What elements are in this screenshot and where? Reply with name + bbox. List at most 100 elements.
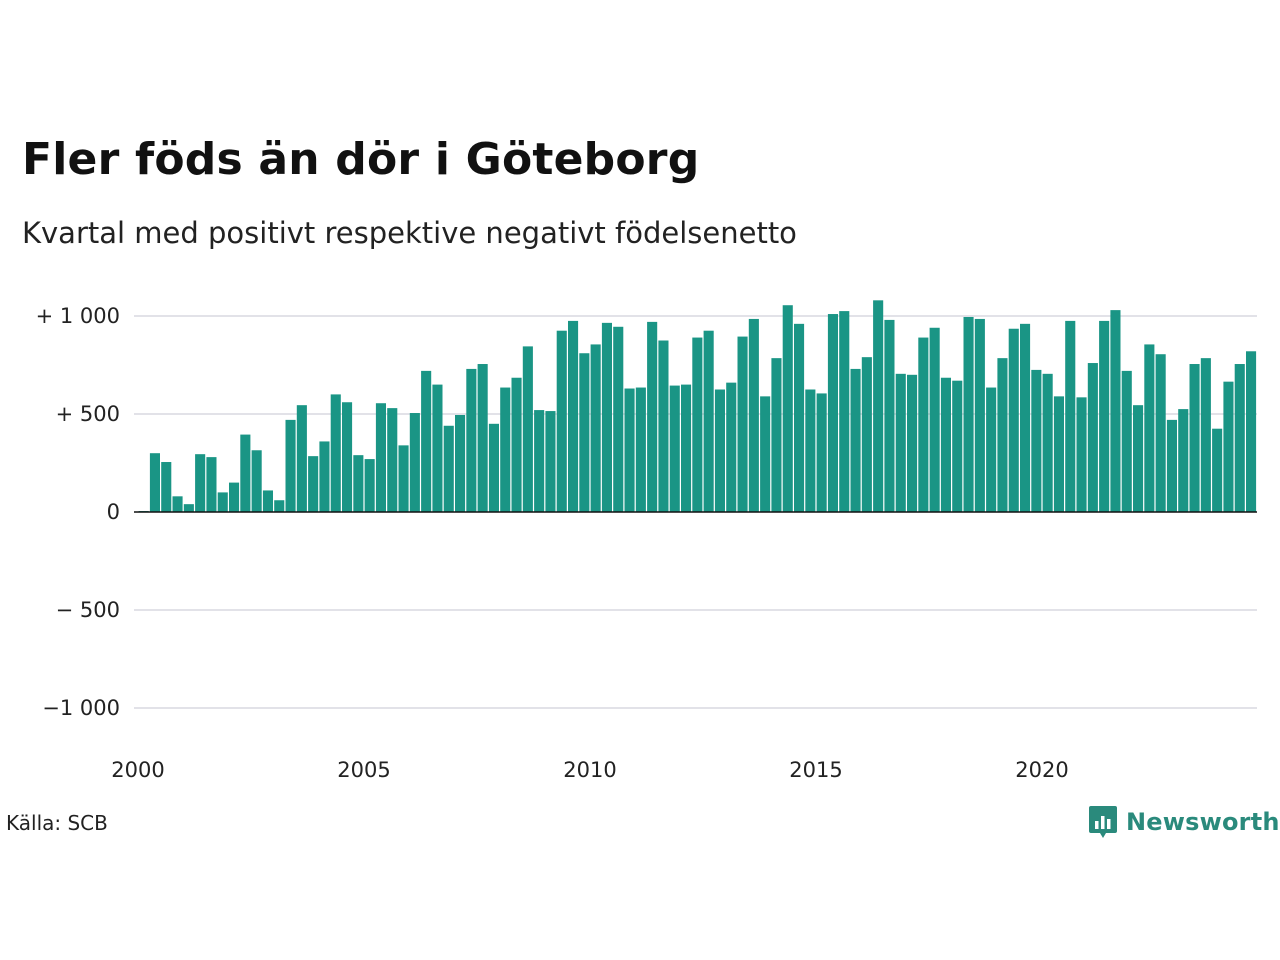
- bar: 2006K3: 650: [432, 384, 443, 512]
- bar: 2004K3: 560: [342, 402, 353, 512]
- bar: 2012K4: 625: [714, 389, 725, 512]
- bar: 2007K2: 730: [466, 368, 477, 512]
- bar: 2001K3: 280: [206, 457, 217, 512]
- bar: 2021K3: 1030: [1110, 310, 1121, 512]
- bar: 2000K3: 255: [161, 462, 172, 512]
- bar: 2005K4: 340: [398, 445, 409, 512]
- bar: 2024K1: 665: [1223, 381, 1234, 512]
- bar: 2008K1: 635: [500, 387, 511, 512]
- bar: 2005K3: 530: [387, 408, 398, 512]
- bar: 2010K4: 630: [624, 388, 635, 512]
- chart-title: Fler föds än dör i Göteborg: [22, 134, 700, 185]
- bar: 2009K2: 925: [556, 330, 567, 512]
- x-tick-label: 2015: [789, 758, 842, 782]
- bar: 2018K2: 995: [963, 316, 974, 512]
- bar: 2016K4: 705: [895, 373, 906, 512]
- bar: 2017K3: 940: [929, 327, 940, 512]
- bar: 2019K2: 935: [1008, 328, 1019, 512]
- bar: 2020K2: 590: [1053, 396, 1064, 512]
- bar: 2010K3: 945: [613, 326, 624, 512]
- bar: 2003K1: 60: [274, 500, 285, 512]
- y-tick-label: − 500: [56, 598, 120, 622]
- bar: 2019K1: 785: [997, 358, 1008, 512]
- bar: 2011K2: 970: [647, 321, 658, 512]
- bar: 2004K1: 360: [319, 441, 330, 512]
- x-tick-label: 2020: [1015, 758, 1068, 782]
- bar: 2022K1: 545: [1133, 405, 1144, 512]
- bar: 2024K2: 755: [1234, 364, 1245, 512]
- bars: 2000K1: 52000K2: 3002000K3: 2552000K4: 8…: [138, 300, 1257, 512]
- bar: 2004K4: 290: [353, 455, 364, 512]
- bar: 2019K4: 725: [1031, 369, 1042, 512]
- bar: 2014K3: 960: [794, 323, 805, 512]
- axes: + 1 000 + 500 0 − 500 −1 000 2000 2005 2010 2015…: [36, 304, 1257, 782]
- bar: 2014K4: 625: [805, 389, 816, 512]
- bar: 2023K2: 755: [1189, 364, 1200, 512]
- y-tick-label: 0: [107, 500, 120, 524]
- bar: 2020K1: 705: [1042, 373, 1053, 512]
- bar: 2016K3: 980: [884, 319, 895, 512]
- bar: 2018K1: 670: [952, 380, 963, 512]
- bar: 2012K2: 890: [692, 337, 703, 512]
- bar: 2002K1: 150: [229, 482, 240, 512]
- bar: 2014K1: 785: [771, 358, 782, 512]
- bar: 2011K1: 635: [635, 387, 646, 512]
- bar: 2002K4: 110: [262, 490, 273, 512]
- x-tick-label: 2000: [111, 758, 164, 782]
- bar: 2021K4: 720: [1121, 370, 1132, 512]
- bar: 2002K2: 395: [240, 434, 251, 512]
- chart-subtitle: Kvartal med positivt respektive negativt…: [22, 216, 797, 250]
- bar: 2017K4: 685: [940, 377, 951, 512]
- bar: 2023K1: 525: [1178, 409, 1189, 512]
- bar: 2004K2: 600: [330, 394, 341, 512]
- bar: 2008K2: 685: [511, 377, 522, 512]
- bar: 2015K4: 730: [850, 368, 861, 512]
- y-tick-label: + 1 000: [36, 304, 120, 328]
- bar: 2021K1: 760: [1087, 363, 1098, 512]
- bar: 2000K2: 300: [149, 453, 160, 512]
- bar: 2010K1: 855: [590, 344, 601, 512]
- bar: 2005K2: 555: [375, 403, 386, 512]
- bar: 2013K3: 985: [748, 318, 759, 512]
- bar: 2009K4: 810: [579, 353, 590, 512]
- bar: 2006K1: 505: [409, 413, 420, 512]
- bar: 2009K1: 515: [545, 411, 556, 512]
- bar: 2011K3: 875: [658, 340, 669, 512]
- bar: 2007K1: 495: [455, 414, 466, 512]
- bar: 2015K2: 1010: [827, 314, 838, 512]
- bar: 2017K1: 700: [907, 374, 918, 512]
- bar: 2011K4: 645: [669, 385, 680, 512]
- source-note: Källa: SCB: [6, 811, 108, 835]
- bar: 2013K1: 660: [726, 382, 737, 512]
- bar: 2001K2: 295: [195, 454, 206, 512]
- bar: 2003K3: 545: [296, 405, 307, 512]
- bar: 2006K2: 720: [421, 370, 432, 512]
- bar: 2022K4: 470: [1166, 419, 1177, 512]
- bar: 2001K1: 40: [183, 504, 194, 512]
- bar: 2015K3: 1025: [839, 311, 850, 512]
- bar: 2007K4: 450: [488, 423, 499, 512]
- bar: 2016K1: 790: [861, 357, 872, 512]
- bar: 2021K2: 975: [1099, 320, 1110, 512]
- bar: 2022K3: 805: [1155, 354, 1166, 512]
- bar: 2009K3: 975: [568, 320, 579, 512]
- bar: 2024K3: 820: [1246, 351, 1257, 512]
- bar: 2012K1: 650: [681, 384, 692, 512]
- bar: 2003K4: 285: [308, 456, 319, 512]
- bar: 2001K4: 100: [217, 492, 228, 512]
- x-tick-label: 2010: [563, 758, 616, 782]
- bar: 2006K4: 440: [443, 425, 454, 512]
- bar: 2018K4: 635: [986, 387, 997, 512]
- y-tick-label: −1 000: [42, 696, 120, 720]
- bar: 2002K3: 315: [251, 450, 262, 512]
- bar: 2013K2: 895: [737, 336, 748, 512]
- bar: 2008K4: 520: [534, 410, 545, 512]
- bar: 2017K2: 890: [918, 337, 929, 512]
- bar: 2023K3: 785: [1200, 358, 1211, 512]
- bar: 2018K3: 985: [974, 318, 985, 512]
- x-tick-label: 2005: [337, 758, 390, 782]
- bar: 2020K3: 975: [1065, 320, 1076, 512]
- bar: 2012K3: 925: [703, 330, 714, 512]
- bar: 2005K1: 270: [364, 459, 375, 512]
